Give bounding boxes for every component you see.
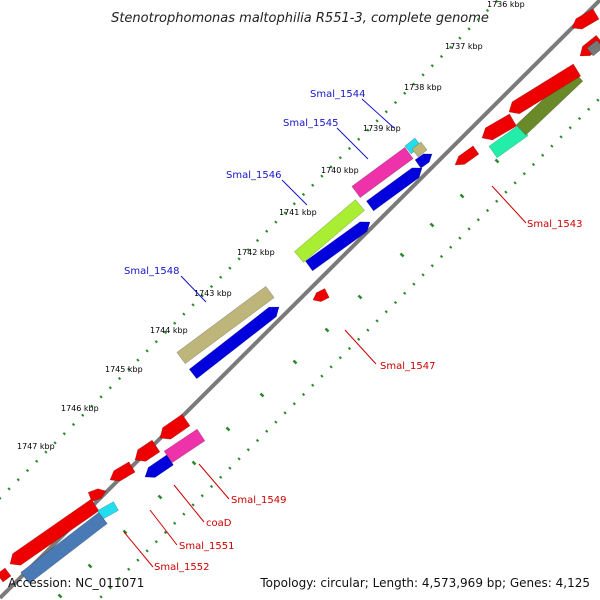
gene-red-outer-a[interactable] xyxy=(159,413,191,440)
topology-text: Topology: circular; Length: 4,573,969 bp… xyxy=(260,576,590,590)
gene-label-smal-1549[interactable]: Smal_1549 xyxy=(231,495,286,506)
leader-line xyxy=(344,329,377,365)
kbp-tick-label: 1747 kbp xyxy=(17,442,55,451)
gene-label-coad[interactable]: coaD xyxy=(206,518,232,529)
gene-label-smal-1544[interactable]: Smal_1544 xyxy=(310,89,365,100)
outer-scale-line xyxy=(0,0,499,500)
kbp-tick-label: 1736 kbp xyxy=(487,0,525,9)
gene-red-outer-b[interactable] xyxy=(134,439,161,462)
gene-coad[interactable] xyxy=(144,454,174,478)
leader-line xyxy=(198,463,230,500)
kbp-tick-label: 1739 kbp xyxy=(363,124,401,133)
kbp-tick-label: 1741 kbp xyxy=(279,208,317,217)
gene-label-smal-1546[interactable]: Smal_1546 xyxy=(226,170,281,181)
kbp-tick-label: 1742 kbp xyxy=(237,248,275,257)
leader-line xyxy=(180,275,207,303)
kbp-tick-label: 1746 kbp xyxy=(61,404,99,413)
leader-line xyxy=(281,179,308,206)
gene-smal-1548[interactable] xyxy=(176,285,275,365)
kbp-tick-label: 1740 kbp xyxy=(321,166,359,175)
gene-smal-1547[interactable] xyxy=(312,288,330,302)
kbp-tick-label: 1737 kbp xyxy=(445,42,483,51)
leader-line xyxy=(149,509,178,546)
gene-label-smal-1552[interactable]: Smal_1552 xyxy=(154,562,209,573)
gene-red-inner-a[interactable] xyxy=(481,113,517,141)
kbp-tick-label: 1745 kbp xyxy=(105,365,143,374)
leader-line xyxy=(123,531,154,568)
gene-smal-1543[interactable] xyxy=(454,145,480,166)
gene-red-outer-d[interactable] xyxy=(87,488,107,503)
gene-labels: Smal_1544 Smal_1545 Smal_1546 Smal_1548 … xyxy=(124,89,582,573)
inner-scale-line xyxy=(99,98,600,599)
gene-red-outer-c[interactable] xyxy=(109,461,136,482)
genome-title: Stenotrophomonas maltophilia R551-3, com… xyxy=(111,11,489,26)
gene-label-smal-1545[interactable]: Smal_1545 xyxy=(283,118,338,129)
gene-features xyxy=(0,8,600,584)
leader-line xyxy=(361,98,395,129)
scale-tick-labels: 1736 kbp 1737 kbp 1738 kbp 1739 kbp 1740 kbp… xyxy=(17,0,525,451)
gene-smal-1549[interactable] xyxy=(163,428,206,464)
leader-line xyxy=(173,484,205,523)
inner-tick-marks xyxy=(57,158,500,599)
gene-blue-inner-c[interactable] xyxy=(366,167,423,212)
gene-blue-inner-b[interactable] xyxy=(188,306,280,380)
kbp-tick-label: 1743 kbp xyxy=(194,289,232,298)
accession-text: Accession: NC_011071 xyxy=(8,576,145,590)
gene-label-smal-1551[interactable]: Smal_1551 xyxy=(179,541,234,552)
gene-small-olive[interactable] xyxy=(411,141,428,158)
gene-red-outer-g[interactable] xyxy=(571,8,600,30)
gene-blue-inner-d[interactable] xyxy=(414,153,433,169)
gene-smal-1545[interactable] xyxy=(351,146,414,199)
gene-red-inner-b[interactable] xyxy=(508,63,582,115)
label-leader-lines xyxy=(123,98,527,568)
gene-label-smal-1547[interactable]: Smal_1547 xyxy=(380,361,435,372)
gene-blue-inner-a[interactable] xyxy=(305,221,371,272)
leader-line xyxy=(336,127,369,160)
gene-label-smal-1543[interactable]: Smal_1543 xyxy=(527,219,582,230)
gene-red-outer-e[interactable] xyxy=(9,498,100,566)
gene-smal-1546[interactable] xyxy=(294,199,365,263)
gene-red-outer-h[interactable] xyxy=(0,567,12,583)
leader-line xyxy=(491,185,527,224)
kbp-tick-label: 1744 kbp xyxy=(150,326,188,335)
gene-smal-1552[interactable] xyxy=(20,512,108,584)
gene-label-smal-1548[interactable]: Smal_1548 xyxy=(124,266,179,277)
kbp-tick-label: 1738 kbp xyxy=(404,83,442,92)
